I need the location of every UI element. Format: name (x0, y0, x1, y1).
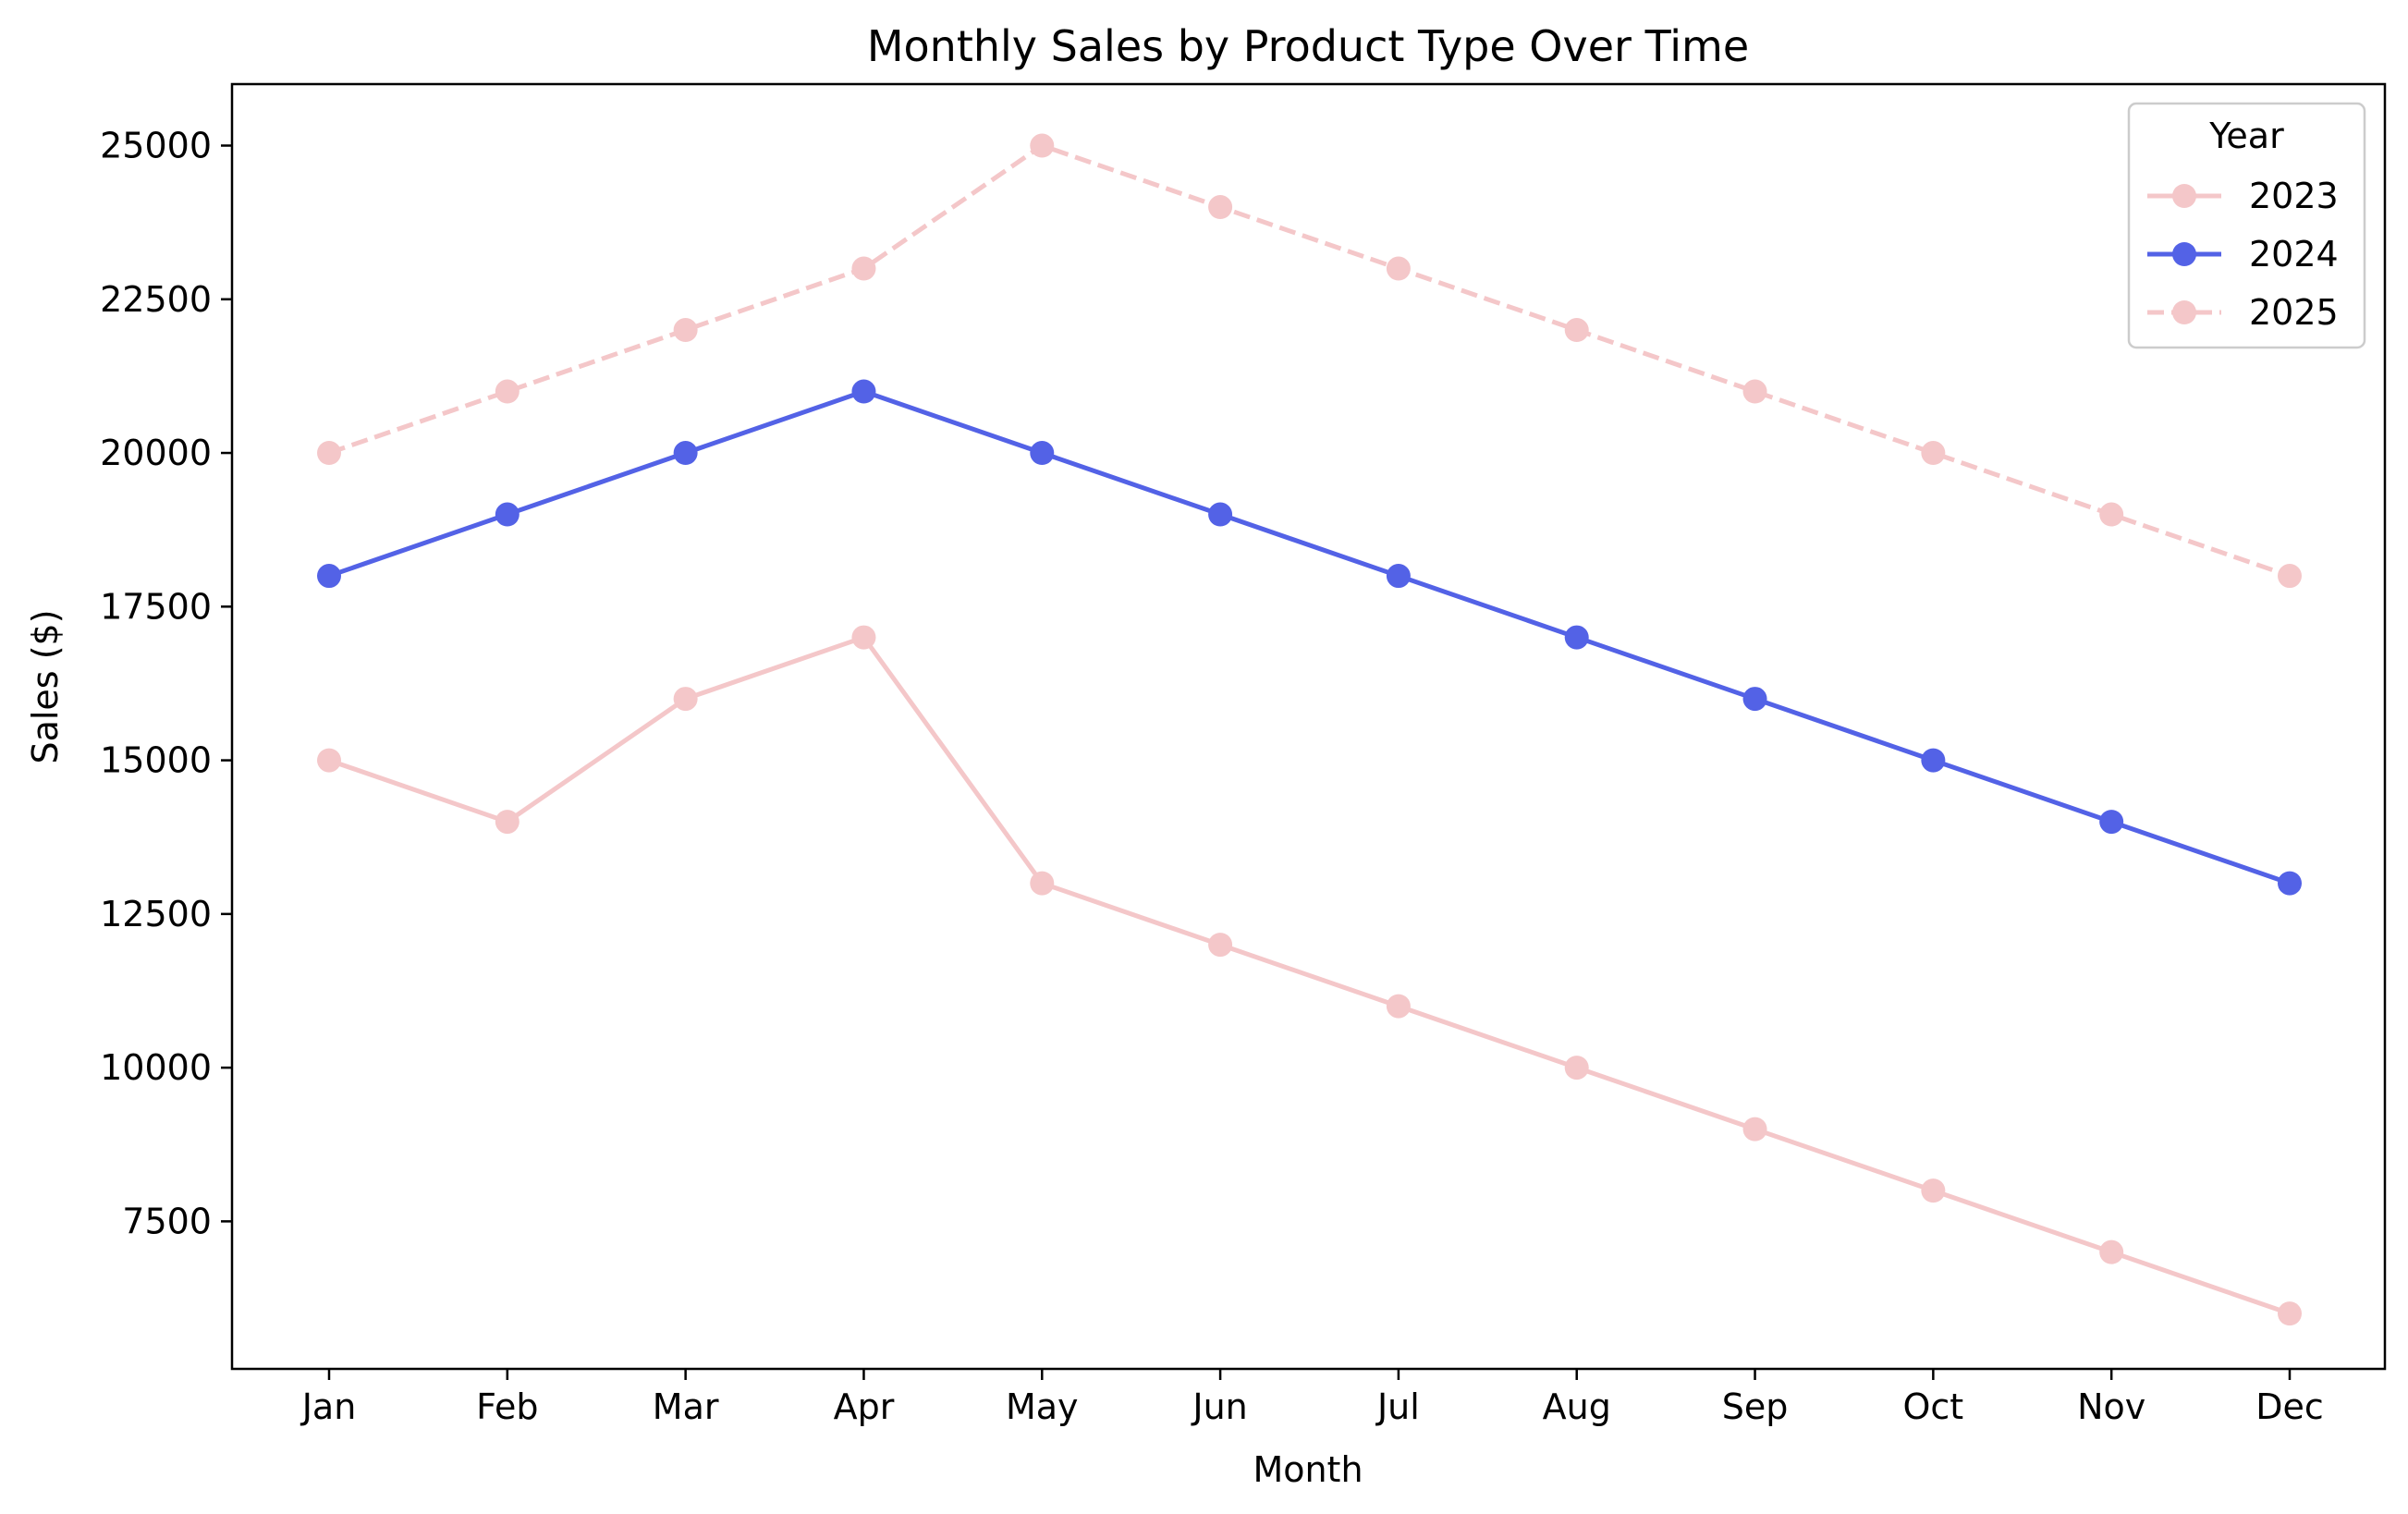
x-tick-label: Aug (1543, 1386, 1611, 1427)
data-point (1030, 871, 1055, 896)
data-point (495, 810, 519, 835)
data-point (2099, 810, 2124, 835)
data-point (1208, 502, 1233, 527)
series-line-2023 (328, 635, 2291, 1316)
x-tick-label: May (1006, 1386, 1079, 1427)
y-tick-label: 7500 (122, 1201, 212, 1241)
axes-frame (230, 82, 2387, 1371)
data-point (317, 441, 341, 466)
data-point (1030, 133, 1055, 158)
x-tick-label: Oct (1903, 1386, 1964, 1427)
data-point (317, 748, 341, 773)
legend-label: 2025 (2249, 292, 2339, 333)
y-tick-label: 12500 (100, 894, 212, 934)
data-point (851, 379, 876, 404)
axes: Jan Feb Mar Apr May Jun Jul Aug Sep Oct Nov Dec 7500… (100, 82, 2387, 1427)
data-point (673, 318, 698, 343)
x-tick-label: Feb (476, 1386, 538, 1427)
data-point (495, 379, 519, 404)
y-tick-label: 25000 (100, 126, 212, 166)
legend: Year 2023 2024 2025 (2127, 102, 2366, 349)
data-point (1386, 994, 1411, 1019)
legend-label: 2023 (2249, 176, 2339, 216)
data-point (1564, 318, 1589, 343)
y-axis-label: Sales ($) (25, 609, 66, 763)
data-point (851, 625, 876, 650)
data-point (1386, 256, 1411, 281)
legend-marker (2172, 242, 2196, 266)
data-point (673, 441, 698, 466)
x-tick-label: Mar (653, 1386, 719, 1427)
data-point (495, 502, 519, 527)
data-point (2099, 502, 2124, 527)
data-point (851, 256, 876, 281)
data-point (1742, 1117, 1767, 1142)
legend-box (2127, 102, 2366, 349)
y-tick-label: 20000 (100, 433, 212, 473)
legend-item-2023: 2023 (2147, 176, 2339, 216)
data-point (1564, 1056, 1589, 1081)
y-tick-label: 10000 (100, 1047, 212, 1088)
data-point (317, 564, 341, 589)
data-point (2278, 871, 2302, 896)
data-point (1208, 933, 1233, 958)
data-point (1921, 748, 1946, 773)
legend-marker (2172, 300, 2196, 324)
legend-label: 2024 (2249, 234, 2339, 275)
x-axis-label: Month (1253, 1449, 1363, 1490)
chart-title: Monthly Sales by Product Type Over Time (867, 21, 1749, 71)
series-2025 (317, 133, 2302, 589)
series-2023 (317, 625, 2302, 1326)
plot-area (317, 133, 2302, 1326)
x-tick-label: Nov (2077, 1386, 2145, 1427)
data-point (2099, 1239, 2124, 1264)
x-tick-label: Apr (834, 1386, 895, 1427)
y-tick-label: 15000 (100, 740, 212, 781)
data-point (1030, 441, 1055, 466)
data-point (1742, 379, 1767, 404)
series-2024 (317, 379, 2302, 896)
y-tick-label: 17500 (100, 586, 212, 627)
data-point (1921, 441, 1946, 466)
data-point (673, 687, 698, 712)
x-tick-label: Jul (1375, 1386, 1420, 1427)
legend-item-2024: 2024 (2147, 234, 2339, 275)
x-tick-label: Sep (1722, 1386, 1789, 1427)
legend-marker (2172, 184, 2196, 208)
data-point (1564, 625, 1589, 650)
x-tick-label: Jan (300, 1386, 357, 1427)
data-point (2278, 564, 2302, 589)
data-point (1386, 564, 1411, 589)
y-tick-label: 22500 (100, 279, 212, 320)
data-point (2278, 1301, 2302, 1326)
legend-title: Year (2208, 116, 2284, 156)
legend-item-2025: 2025 (2147, 292, 2339, 333)
series-line-2025 (328, 143, 2291, 579)
data-point (1208, 195, 1233, 220)
x-tick-label: Jun (1191, 1386, 1247, 1427)
data-point (1921, 1178, 1946, 1203)
data-point (1742, 687, 1767, 712)
series-line-2024 (328, 389, 2291, 885)
x-tick-label: Dec (2255, 1386, 2324, 1427)
